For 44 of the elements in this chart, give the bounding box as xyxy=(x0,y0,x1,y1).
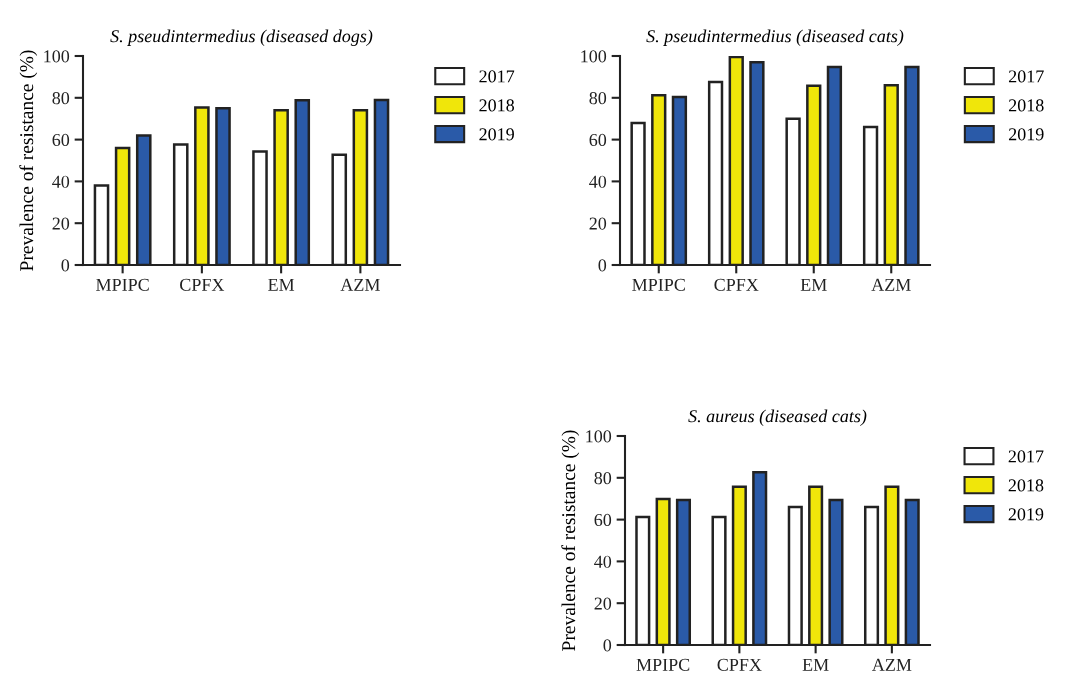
x-tick-label: MPIPC xyxy=(96,278,149,291)
legend-label: 2019 xyxy=(1008,508,1044,521)
y-tick-label: 100 xyxy=(44,50,70,63)
y-tick-label: 60 xyxy=(589,133,607,147)
legend-label: 2019 xyxy=(1008,128,1044,141)
legend-label: 2018 xyxy=(1008,479,1044,492)
x-tick-label: EM xyxy=(802,658,829,671)
y-axis-title: Prevalence of resistance (%) xyxy=(19,50,38,271)
y-tick-label: 40 xyxy=(52,175,70,188)
chart-title: S. pseudintermedius (diseased dogs) xyxy=(110,29,373,46)
y-tick-label: 80 xyxy=(52,92,70,105)
y-tick-label: 100 xyxy=(586,430,612,443)
x-tick-label: CPFX xyxy=(180,278,225,291)
y-tick-label: 60 xyxy=(594,513,612,527)
x-tick-label: EM xyxy=(800,278,827,291)
chart-title: S. pseudintermedius (diseased cats) xyxy=(646,29,904,46)
x-tick-label: MPIPC xyxy=(632,278,685,291)
legend-label: 2018 xyxy=(479,99,515,112)
x-tick-label: CPFX xyxy=(714,278,759,291)
legend-label: 2019 xyxy=(479,128,514,141)
y-axis-title: Prevalence of resistance (%) xyxy=(561,430,580,651)
y-tick-label: 20 xyxy=(594,597,612,610)
x-tick-label: MPIPC xyxy=(636,658,690,671)
y-tick-label: 0 xyxy=(61,259,70,272)
x-tick-label: AZM xyxy=(871,278,911,291)
legend-label: 2017 xyxy=(1008,450,1044,463)
x-tick-label: CPFX xyxy=(717,658,762,671)
x-tick-label: AZM xyxy=(340,278,380,291)
y-tick-label: 40 xyxy=(589,175,607,188)
legend-label: 2017 xyxy=(479,70,515,83)
y-tick-label: 0 xyxy=(603,639,612,652)
y-tick-label: 80 xyxy=(589,92,607,105)
y-tick-label: 40 xyxy=(594,555,612,568)
y-tick-label: 100 xyxy=(581,50,607,63)
y-tick-label: 20 xyxy=(52,217,70,230)
legend-label: 2018 xyxy=(1008,99,1044,112)
x-tick-label: AZM xyxy=(871,658,912,671)
y-tick-label: 0 xyxy=(598,259,607,272)
y-tick-label: 20 xyxy=(589,217,607,230)
x-tick-label: EM xyxy=(268,278,295,291)
chart-title: S. aureus (diseased cats) xyxy=(688,409,867,426)
y-tick-label: 80 xyxy=(594,472,612,485)
y-tick-label: 60 xyxy=(52,133,70,147)
legend-label: 2017 xyxy=(1008,70,1044,83)
